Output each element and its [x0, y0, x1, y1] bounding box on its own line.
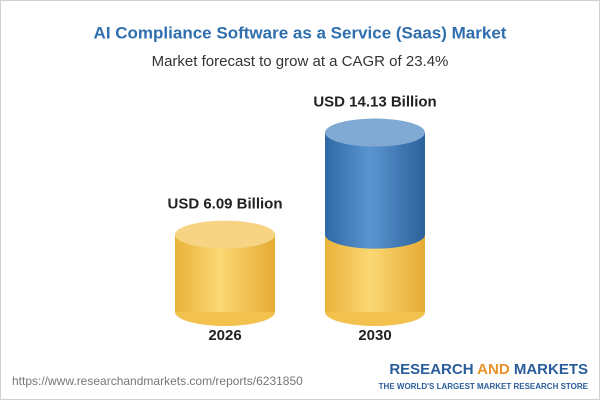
- x-tick-label: 2026: [208, 327, 241, 344]
- cylinder-top: [325, 118, 425, 147]
- value-label: USD 14.13 Billion: [313, 94, 436, 111]
- tagline: THE WORLD'S LARGEST MARKET RESEARCH STOR…: [379, 382, 589, 391]
- source-url: https://www.researchandmarkets.com/repor…: [12, 374, 303, 388]
- bar: [325, 132, 425, 235]
- logo-part: MARKETS: [514, 361, 588, 378]
- logo-part: RESEARCH: [389, 361, 473, 378]
- cylinder-top: [175, 220, 275, 249]
- chart-subtitle: Market forecast to grow at a CAGR of 23.…: [152, 53, 449, 70]
- logo-part: AND: [477, 361, 510, 378]
- chart-title: AI Compliance Software as a Service (Saa…: [94, 23, 507, 42]
- x-tick-label: 2030: [358, 327, 391, 344]
- value-label: USD 6.09 Billion: [167, 196, 282, 213]
- logo: RESEARCH AND MARKETS: [389, 361, 588, 378]
